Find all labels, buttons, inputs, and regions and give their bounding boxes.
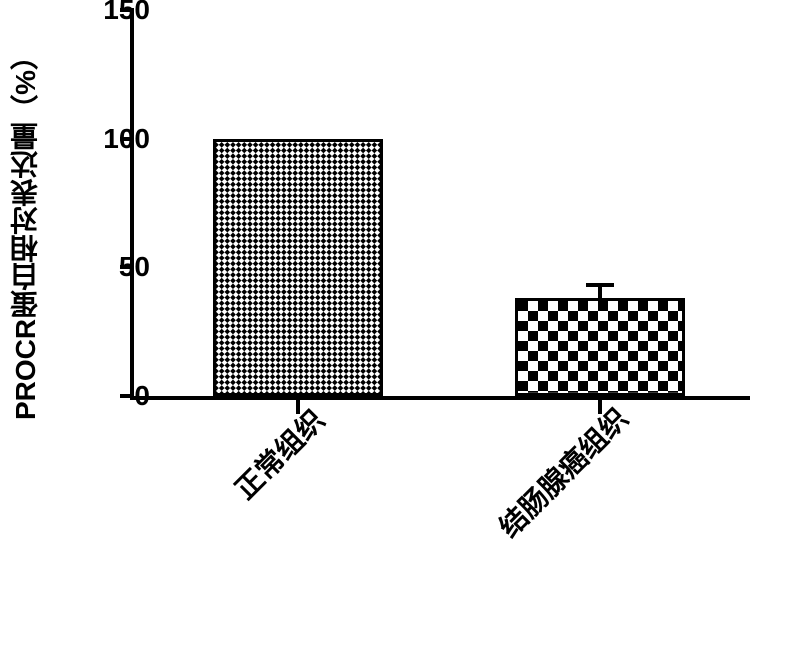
bar-normal-tissue bbox=[213, 139, 383, 396]
bar-chart: PROCR蛋白相对表达量（%） 0 50 100 150 bbox=[0, 0, 786, 655]
y-tick bbox=[120, 394, 134, 398]
category-label: 正常组织 bbox=[225, 400, 332, 507]
y-axis-label: PROCR蛋白相对表达量（%） bbox=[6, 38, 36, 424]
bar-colon-adenocarcinoma-tissue bbox=[515, 298, 685, 396]
bar-fill bbox=[518, 301, 682, 393]
plot-area bbox=[130, 10, 750, 400]
bar-fill bbox=[216, 142, 380, 393]
y-tick bbox=[120, 265, 134, 269]
y-tick bbox=[120, 137, 134, 141]
error-bar-cap bbox=[586, 283, 614, 287]
y-tick bbox=[120, 8, 134, 12]
category-label: 结肠腺癌组织 bbox=[489, 398, 636, 545]
